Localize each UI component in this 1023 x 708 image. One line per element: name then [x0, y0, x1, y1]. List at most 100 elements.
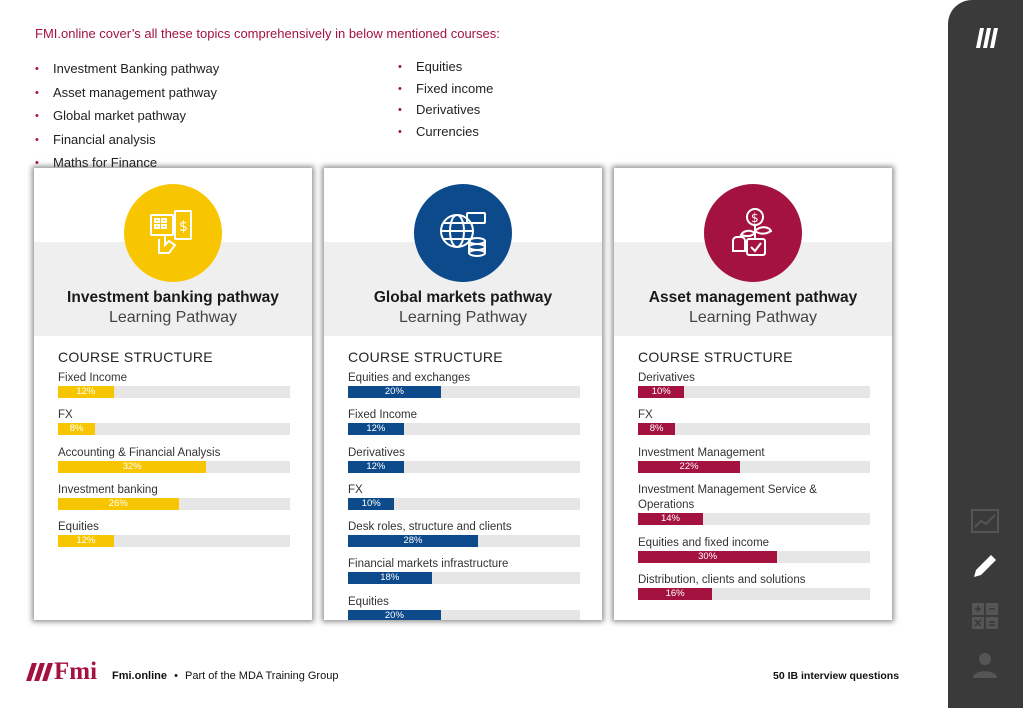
footer-brand: Fmi.online • Part of the MDA Training Gr…	[112, 670, 338, 682]
progress-track: 12%	[348, 460, 580, 473]
tagline: Part of the MDA Training Group	[184, 670, 339, 682]
progress-track: 12%	[348, 423, 580, 436]
list-item: Asset management pathway	[35, 84, 219, 108]
svg-text:$: $	[751, 211, 759, 225]
progress-track: 20%	[348, 386, 580, 398]
module-list: Equities and exchanges 20% Fixed Income 12%…	[348, 371, 580, 620]
user-icon[interactable]	[970, 650, 1000, 680]
module-row: Investment Management 22%	[638, 446, 870, 483]
progress-track: 28%	[348, 535, 580, 548]
progress-fill: 8%	[638, 423, 676, 436]
progress-track: 18%	[348, 572, 580, 585]
calculator-hand-icon: $	[124, 184, 222, 282]
svg-text:$: $	[179, 219, 188, 235]
progress-fill: 12%	[58, 535, 114, 548]
calculator-icon[interactable]	[970, 601, 1000, 631]
module-label: Fixed Income	[348, 409, 418, 422]
module-label: Derivatives	[348, 446, 405, 459]
module-label: Accounting & Financial Analysis	[58, 446, 221, 459]
module-label: Distribution, clients and solutions	[638, 574, 806, 587]
card-subtitle: Learning Pathway	[108, 309, 238, 326]
module-row: FX 10%	[348, 483, 580, 520]
card-subtitle: Learning Pathway	[398, 309, 528, 326]
module-row: Derivatives 12%	[348, 446, 580, 483]
logo-bars-icon	[26, 663, 53, 681]
progress-fill: 10%	[638, 386, 685, 398]
pencil-icon[interactable]	[970, 551, 1000, 581]
progress-track: 32%	[58, 460, 290, 473]
module-label: Financial markets infrastructure	[348, 558, 509, 571]
intro-text: FMI.online cover’s all these topics comp…	[35, 26, 500, 41]
progress-fill: 14%	[638, 512, 703, 525]
module-label: Derivatives	[638, 372, 695, 384]
card-asset-management: $ Asset management pathway Learning Path…	[614, 168, 892, 620]
course-structure-heading: COURSE STRUCTURE	[58, 349, 213, 365]
progress-fill: 30%	[638, 550, 778, 563]
progress-track: 16%	[638, 588, 870, 601]
module-row: Equities and fixed income 30%	[638, 536, 870, 573]
progress-fill: 32%	[58, 460, 207, 473]
progress-track: 8%	[638, 423, 870, 436]
money-plant-icon: $	[704, 184, 802, 282]
module-label: Equities and exchanges	[348, 372, 471, 384]
progress-fill: 20%	[348, 609, 441, 620]
module-label: Equities	[348, 595, 389, 608]
module-row: Investment banking 26%	[58, 483, 290, 520]
module-label: FX	[58, 409, 73, 422]
list-item: Derivatives	[398, 101, 493, 123]
separator: •	[174, 670, 178, 682]
list-item: Fixed income	[398, 80, 493, 102]
list-item: Equities	[398, 58, 493, 80]
module-row: Fixed Income 12%	[348, 408, 580, 445]
progress-fill: 26%	[58, 497, 179, 510]
progress-track: 26%	[58, 497, 290, 510]
sidebar	[948, 0, 1023, 708]
progress-fill: 20%	[348, 386, 441, 398]
module-row: Desk roles, structure and clients 28%	[348, 520, 580, 557]
module-row: Derivatives 10%	[638, 371, 870, 408]
module-label: FX	[638, 409, 653, 422]
module-label: Investment banking	[58, 483, 158, 496]
list-item: Maths for Finance	[35, 154, 219, 178]
chart-icon[interactable]	[970, 506, 1000, 536]
progress-track: 12%	[58, 535, 290, 548]
card-title: Asset management pathway	[648, 289, 858, 306]
footer-doc-title: 50 IB interview questions	[773, 670, 900, 682]
progress-fill: 16%	[638, 588, 713, 601]
progress-track: 10%	[638, 386, 870, 398]
list-item: Global market pathway	[35, 107, 219, 131]
fmi-logo: Fmi	[26, 658, 97, 686]
card-title: Investment banking pathway	[67, 289, 279, 306]
logo-bars-icon[interactable]	[970, 22, 1000, 52]
module-label: Equities and fixed income	[638, 536, 770, 549]
module-label: Investment Management Service & Operatio…	[638, 483, 817, 511]
left-topic-list: Investment Banking pathway Asset managem…	[35, 60, 219, 178]
progress-fill: 22%	[638, 460, 741, 473]
progress-track: 20%	[348, 609, 580, 620]
progress-track: 14%	[638, 512, 870, 525]
card-subtitle: Learning Pathway	[688, 309, 818, 326]
course-structure-heading: COURSE STRUCTURE	[638, 349, 793, 365]
card-investment-banking: $ Investment banking pathway Learning Pa…	[34, 168, 312, 620]
list-item: Investment Banking pathway	[35, 60, 219, 84]
module-label: Desk roles, structure and clients	[348, 521, 512, 534]
progress-fill: 10%	[348, 497, 395, 510]
progress-track: 8%	[58, 423, 290, 436]
card-global-markets: Global markets pathway Learning Pathway …	[324, 168, 602, 620]
module-list: Derivatives 10% FX 8% Investment Management 2…	[638, 371, 870, 610]
module-label: Equities	[58, 521, 99, 534]
module-row: FX 8%	[58, 408, 290, 445]
progress-fill: 28%	[348, 535, 478, 548]
module-list: Fixed Income 12% FX 8% Accounting & Financia…	[58, 371, 290, 557]
module-row: Financial markets infrastructure 18%	[348, 557, 580, 594]
progress-track: 30%	[638, 550, 870, 563]
progress-track: 12%	[58, 386, 290, 398]
module-row: Equities 20%	[348, 595, 580, 620]
module-row: Fixed Income 12%	[58, 371, 290, 408]
module-label: FX	[348, 483, 363, 496]
module-row: Investment Management Service & Operatio…	[638, 483, 870, 536]
progress-fill: 12%	[58, 386, 114, 398]
card-title: Global markets pathway	[373, 289, 553, 306]
progress-fill: 12%	[348, 423, 404, 436]
globe-money-icon	[414, 184, 512, 282]
